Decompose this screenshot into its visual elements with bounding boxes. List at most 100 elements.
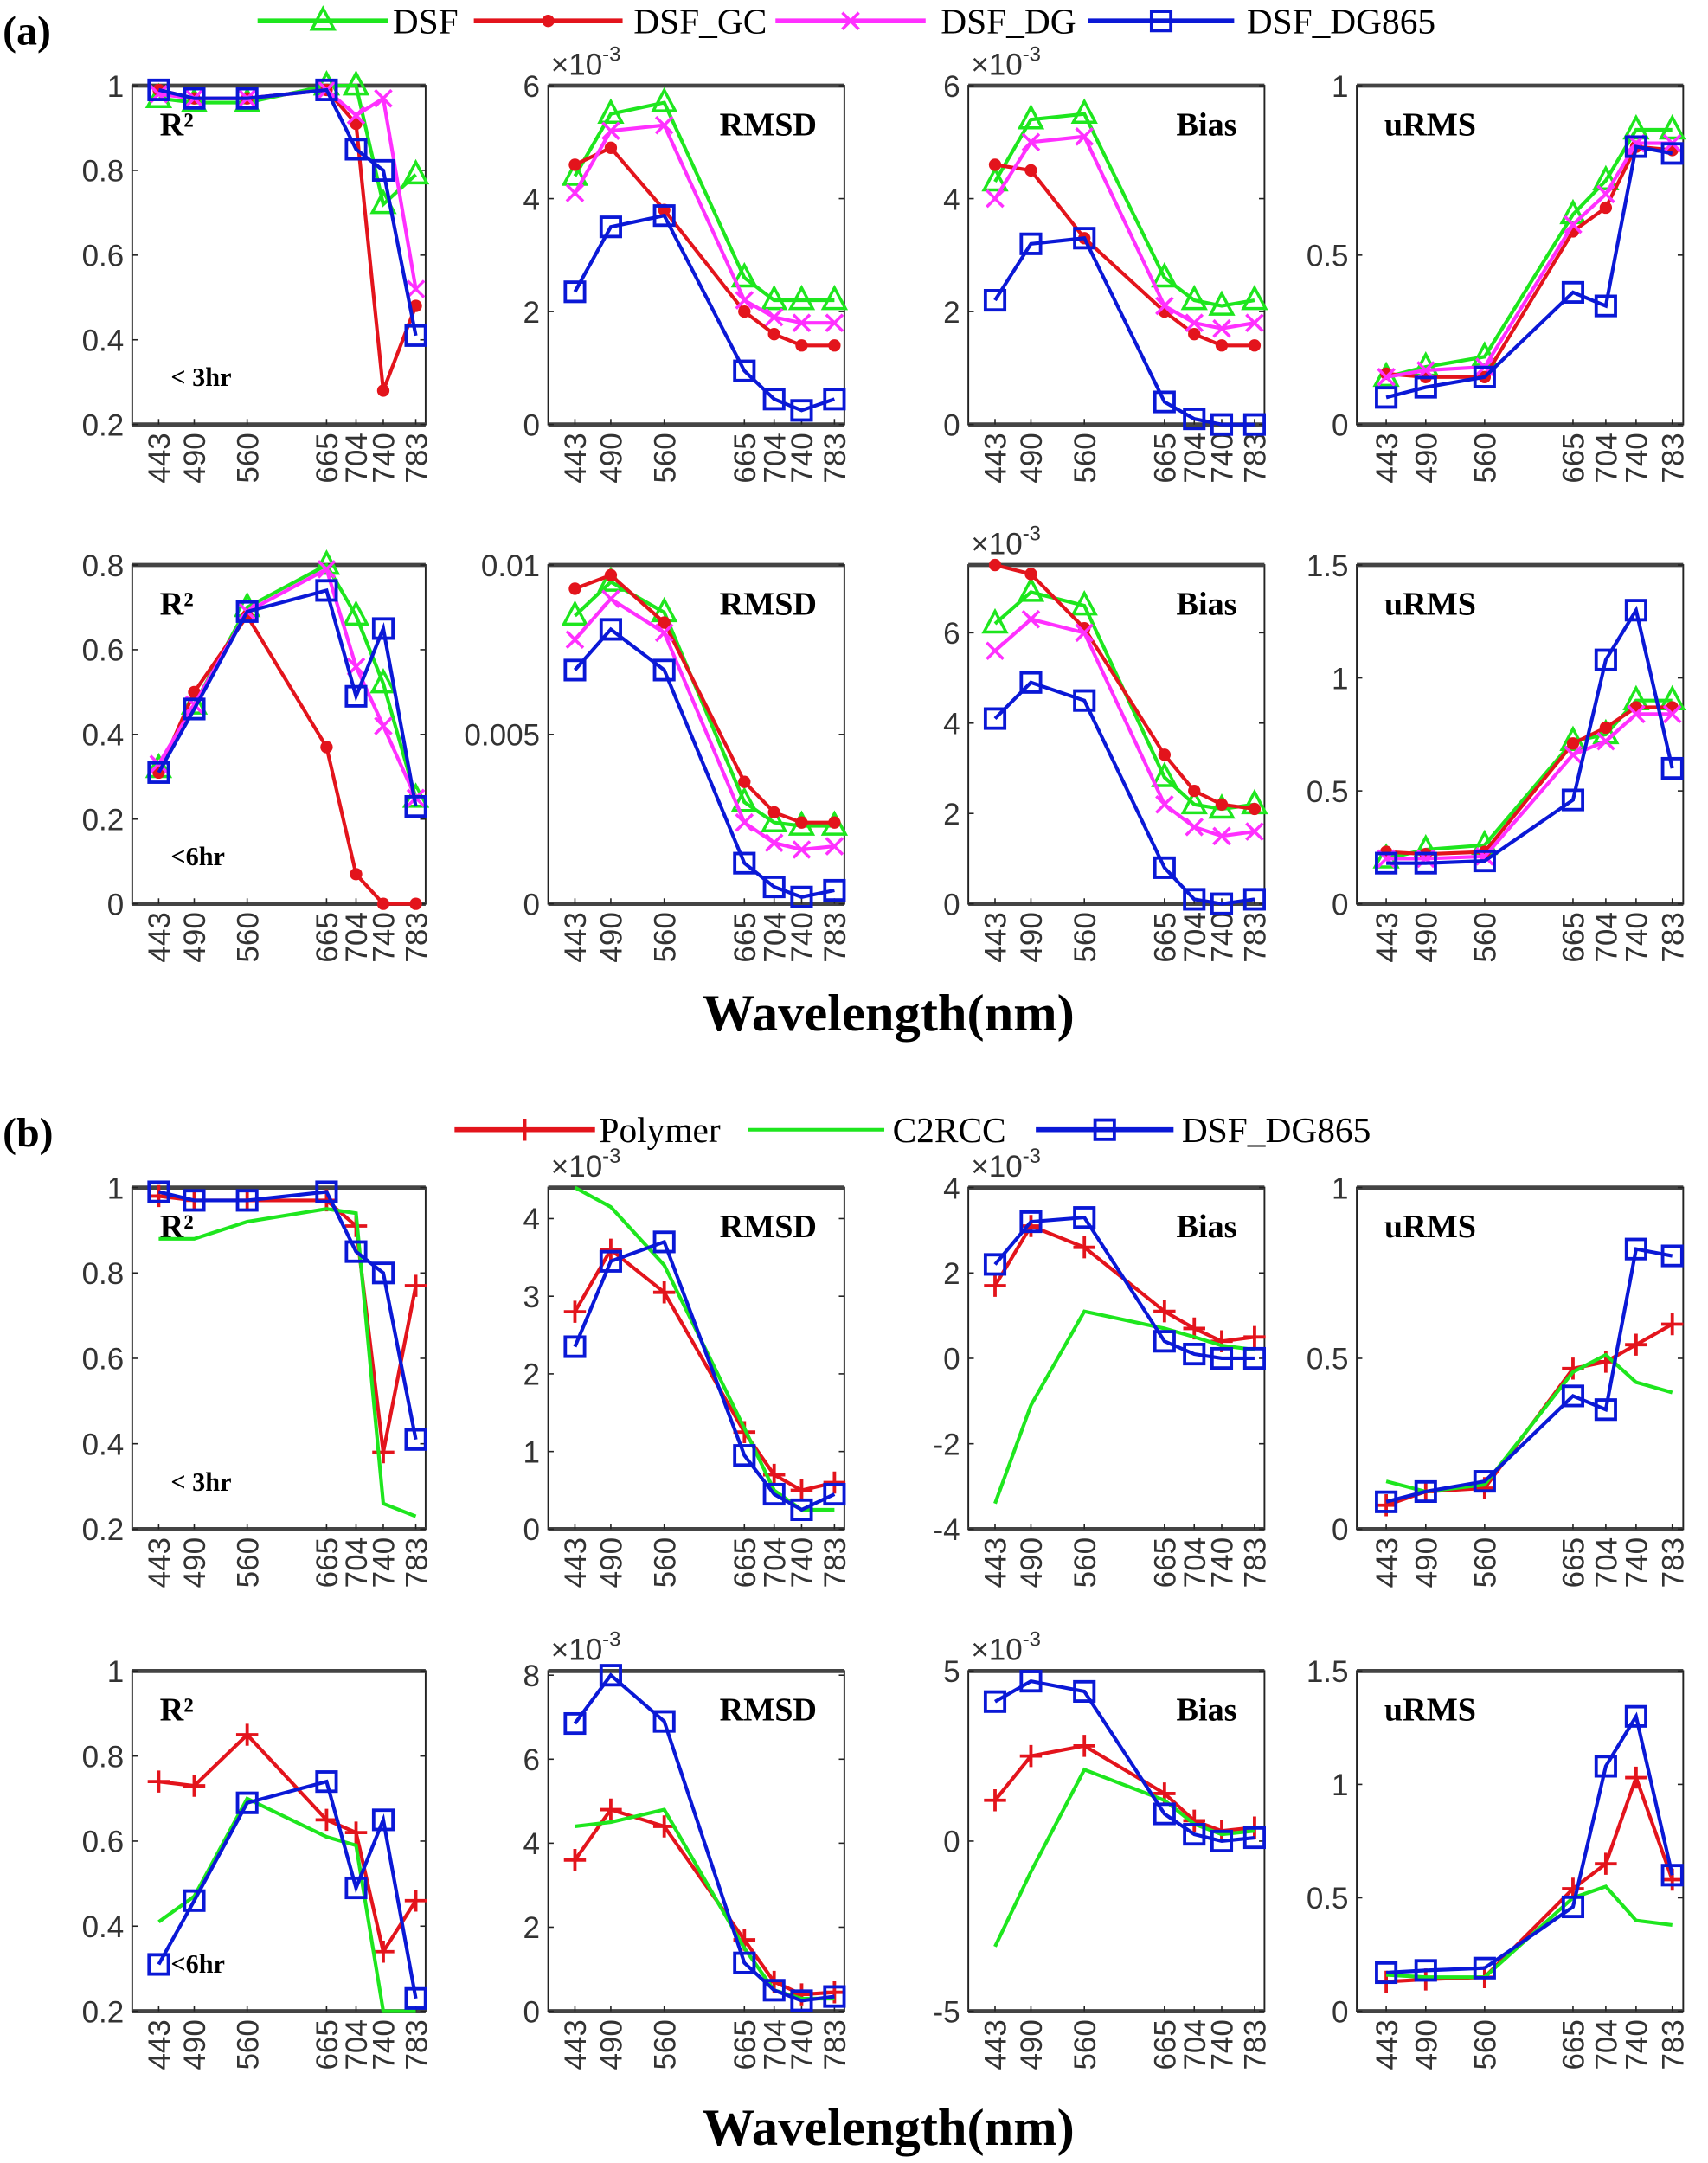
series-dsf: [981, 98, 1268, 316]
legend-marker-plus-icon: [513, 1118, 536, 1141]
legend-label: DSF: [393, 2, 459, 42]
data-point: [315, 1770, 338, 1794]
y-tick-label: 0.2: [82, 408, 125, 442]
y-tick-label: 6: [523, 70, 540, 104]
y-tick-label: 1: [107, 1655, 124, 1689]
exponent-base: ×10: [971, 48, 1022, 81]
data-point: [983, 289, 1007, 312]
exponent-base: ×10: [971, 1150, 1022, 1184]
x-tick-label: 490: [1015, 1537, 1049, 1588]
data-point: [1416, 361, 1435, 380]
x-tick-label: 560: [231, 1537, 265, 1588]
data-point: [1185, 818, 1204, 837]
series-c2rcc: [993, 1309, 1255, 1505]
y-tick-label: 0.8: [82, 1740, 125, 1774]
data-point: [735, 812, 754, 832]
x-tick-label: 665: [311, 433, 344, 483]
panel-title: uRMS: [1384, 1692, 1476, 1729]
panel-title: R²: [160, 1692, 194, 1729]
x-tick-label: 704: [1590, 912, 1624, 962]
group-label: (b): [3, 1110, 53, 1156]
data-point: [1073, 1236, 1095, 1259]
data-point: [601, 121, 620, 141]
x-tick-label: 665: [729, 1537, 762, 1588]
x-tick-label: 560: [648, 2019, 682, 2070]
data-point: [1625, 1333, 1647, 1356]
data-point: [823, 1471, 846, 1494]
x-tick-label: 560: [1069, 912, 1102, 962]
data-point: [1624, 1704, 1647, 1728]
legend: DSF DSF_GC DSF_DG DSF_DG865: [257, 2, 1435, 42]
data-point: [344, 684, 368, 708]
y-tick-label: 0: [943, 1343, 960, 1377]
data-point: [652, 1230, 676, 1254]
data-point: [1021, 609, 1041, 629]
data-point: [986, 641, 1005, 661]
data-point: [1073, 1735, 1095, 1757]
y-tick-label: 6: [523, 1743, 540, 1777]
y-tick-label: 0.4: [82, 1910, 125, 1944]
x-tick-label: 490: [595, 912, 629, 962]
x-tick-label: 740: [368, 1537, 401, 1588]
data-point: [1215, 798, 1229, 811]
series-dsf_dg865: [147, 1180, 427, 1451]
series-dsf_dg: [986, 126, 1264, 338]
x-tick-label: 704: [1178, 1537, 1212, 1588]
x-tick-label: 704: [1590, 2019, 1624, 2070]
data-point: [597, 98, 625, 124]
x-tick-label: 740: [368, 2019, 401, 2070]
panel-title: uRMS: [1384, 106, 1476, 143]
series-dsf_dg865: [1375, 1237, 1684, 1513]
data-point: [1566, 737, 1580, 750]
x-tick-label: 783: [1239, 912, 1273, 962]
x-tick-label: 443: [143, 433, 177, 483]
y-tick-label: 1: [1332, 662, 1348, 696]
series-dsf_dg865: [1375, 599, 1684, 875]
x-tick-label: 740: [786, 912, 819, 962]
x-tick-label: 665: [1149, 433, 1183, 483]
data-point: [652, 204, 676, 228]
data-point: [787, 285, 816, 311]
data-point: [1019, 1215, 1043, 1237]
data-point: [372, 1941, 395, 1963]
data-point: [792, 313, 812, 332]
x-axis-label: Wavelength(nm): [703, 985, 1075, 1043]
y-tick-label: 2: [943, 296, 960, 330]
data-point: [1372, 843, 1400, 869]
x-tick-label: 560: [648, 1537, 682, 1588]
series-dsf_dg: [565, 589, 844, 859]
x-tick-label: 704: [340, 2019, 374, 2070]
x-tick-label: 783: [1656, 2019, 1690, 2070]
data-point: [1153, 1300, 1176, 1323]
data-point: [1624, 599, 1647, 622]
data-point: [1659, 113, 1686, 140]
data-point: [604, 141, 618, 154]
series-dsf_dg865: [147, 1770, 427, 2010]
data-point: [1212, 318, 1231, 338]
data-point: [733, 359, 756, 382]
data-point: [654, 115, 674, 135]
data-point: [984, 1274, 1006, 1297]
data-point: [823, 1985, 846, 2008]
data-point: [790, 399, 813, 422]
data-point: [790, 885, 813, 908]
series-line: [993, 236, 1255, 427]
y-tick-label: 0.5: [1307, 1343, 1349, 1377]
x-tick-label: 740: [368, 433, 401, 483]
exponent-power: -3: [1023, 1628, 1041, 1652]
data-point: [1596, 731, 1615, 751]
x-tick-label: 665: [1149, 1537, 1183, 1588]
data-point: [986, 189, 1005, 209]
x-tick-label: 560: [648, 433, 682, 483]
y-tick-label: -5: [933, 1995, 960, 2029]
y-tick-label: 2: [523, 296, 540, 330]
data-point: [733, 1444, 756, 1467]
series-line: [993, 1309, 1255, 1505]
series-c2rcc: [158, 1207, 417, 1518]
